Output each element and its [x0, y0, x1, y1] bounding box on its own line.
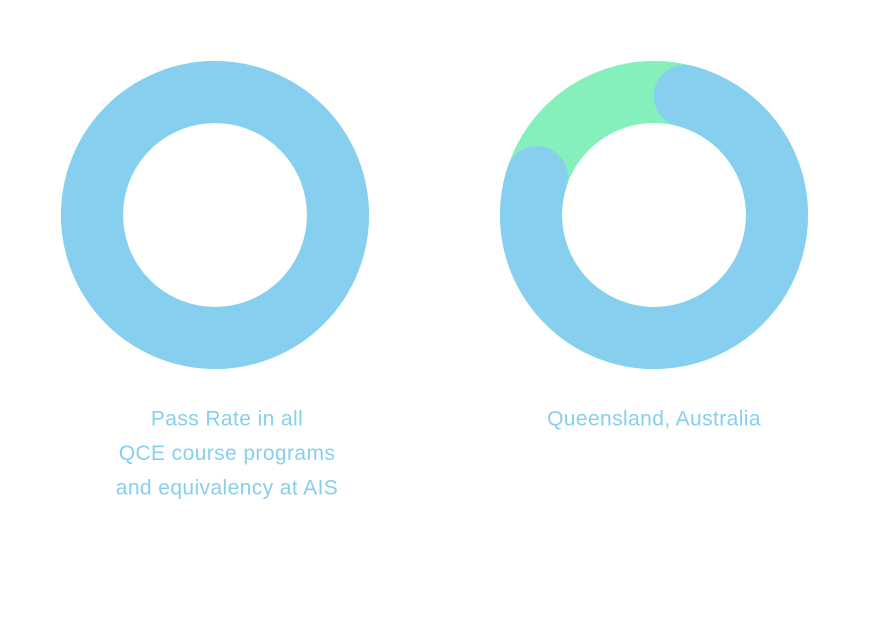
chart-label: Queensland, Australia: [547, 408, 761, 431]
donut-segment: [61, 61, 369, 369]
chart-label: QCE course programs: [119, 442, 336, 465]
donut-segment: [500, 64, 808, 369]
chart-label: and equivalency at AIS: [116, 477, 338, 500]
chart-label: Pass Rate in all: [151, 408, 303, 431]
